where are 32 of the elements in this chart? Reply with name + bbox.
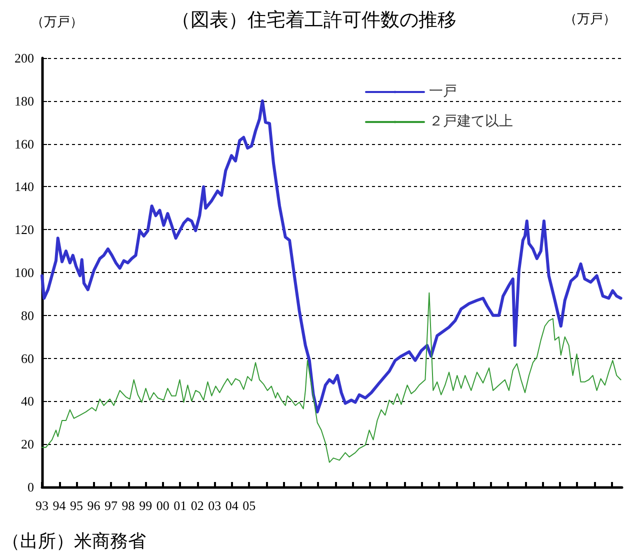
x-tick-label: 99 <box>139 498 152 513</box>
y-axis-title: （万戸） <box>31 14 83 29</box>
x-tick-label: 00 <box>156 498 170 513</box>
x-tick-label: 04 <box>225 498 239 513</box>
y-tick-label: 180 <box>14 93 34 108</box>
text: （万戸） <box>564 11 616 26</box>
line-series <box>42 292 622 463</box>
x-tick-label: 93 <box>36 498 48 513</box>
x-tick-label: 03 <box>208 498 222 513</box>
chart-title: （図表）住宅着工許可件数の推移 <box>172 9 456 31</box>
legend-label: 一戸 <box>429 84 457 100</box>
x-tick-label: 97 <box>104 498 118 513</box>
y-tick-label: 140 <box>14 179 34 194</box>
y-tick-label: 20 <box>21 436 34 452</box>
y-tick-label: 40 <box>21 394 34 409</box>
x-tick-label: 01 <box>174 498 187 513</box>
y-tick-label: 0 <box>28 480 34 494</box>
y-tick-label: 200 <box>14 50 34 66</box>
line-series <box>40 99 622 414</box>
x-tick-label: 02 <box>190 498 204 513</box>
y-tick-label: 160 <box>14 136 34 152</box>
x-tick-label: 96 <box>87 498 101 513</box>
x-tick-label: 94 <box>52 498 66 513</box>
y-tick-label: 100 <box>14 265 34 280</box>
y-tick-label: 80 <box>21 308 34 323</box>
x-tick-label: 98 <box>122 498 135 513</box>
x-tick-label: 95 <box>70 498 84 513</box>
y-tick-label: 120 <box>14 222 34 238</box>
legend-label: ２戸建て以上 <box>429 114 513 130</box>
x-tick-label: 05 <box>242 498 256 513</box>
text: （出所）米商務省 <box>2 531 146 551</box>
y-tick-label: 60 <box>21 350 34 366</box>
